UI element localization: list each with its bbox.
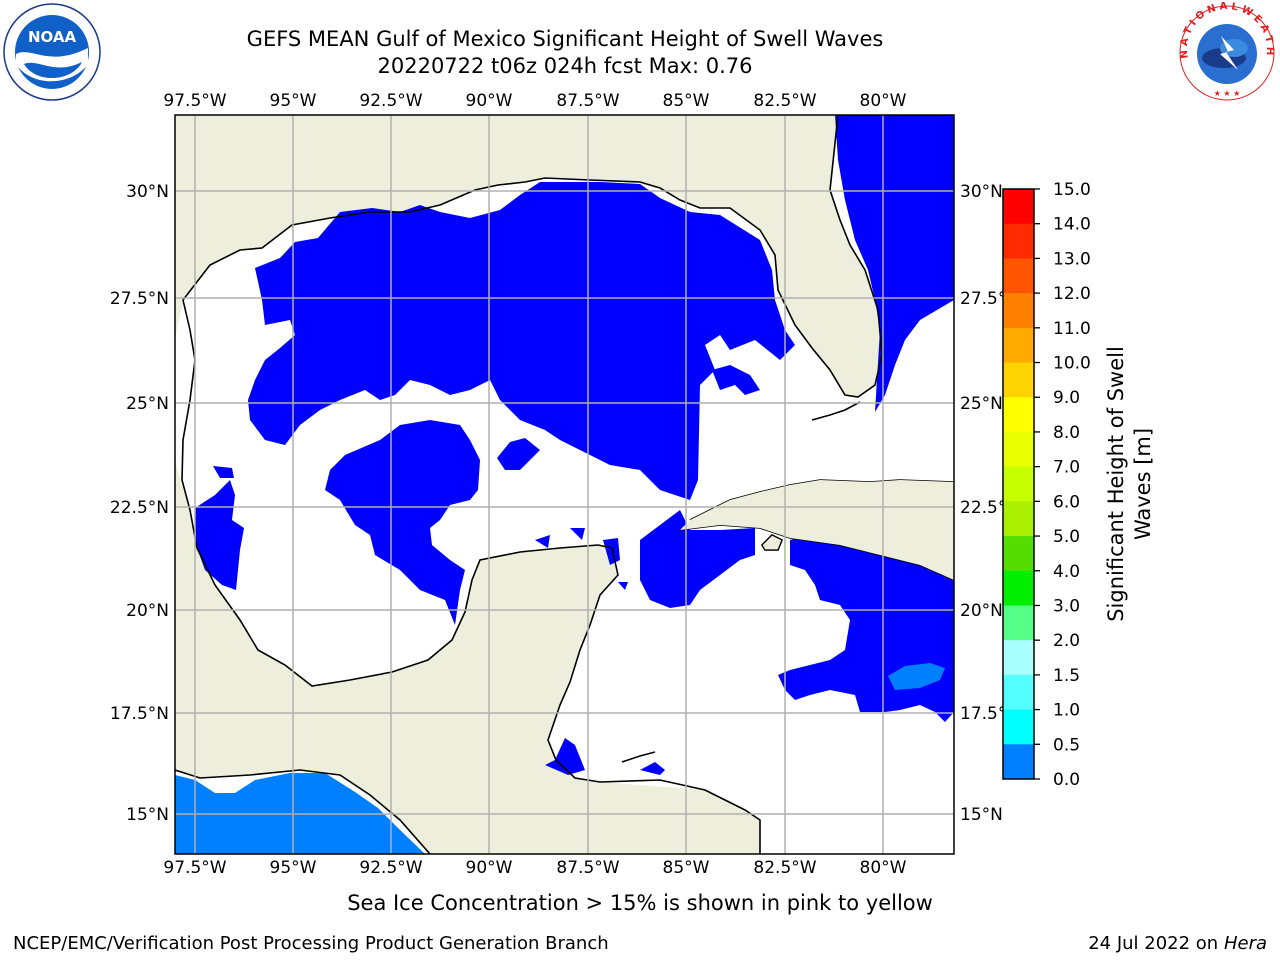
lat-label: 15°N <box>126 805 169 825</box>
colorbar-tick-label: 7.0 <box>1053 458 1080 478</box>
chart-subtitle: 20220722 t06z 024h fcst Max: 0.76 <box>377 54 753 78</box>
colorbar-tick-label: 3.0 <box>1053 596 1080 616</box>
lon-label: 90°W <box>466 858 513 878</box>
lat-label: 15°N <box>960 805 1003 825</box>
chart-title: GEFS MEAN Gulf of Mexico Significant Hei… <box>246 27 884 51</box>
colorbar-segment <box>1003 189 1034 225</box>
colorbar-tick-label: 11.0 <box>1053 319 1091 339</box>
colorbar-segment <box>1003 431 1034 468</box>
lon-label: 90°W <box>466 91 513 111</box>
colorbar-segment <box>1003 293 1034 329</box>
svg-text:★ ★ ★: ★ ★ ★ <box>1214 89 1241 98</box>
lon-label: 87.5°W <box>556 91 619 111</box>
lat-label: 17.5°N <box>110 704 169 724</box>
lon-labels-bottom: 97.5°W 95°W 92.5°W 90°W 87.5°W 85°W 82.5… <box>163 858 906 878</box>
colorbar-segment <box>1003 536 1034 572</box>
colorbar-tick-label: 1.5 <box>1053 666 1080 686</box>
colorbar <box>1003 189 1034 780</box>
producer-credit: NCEP/EMC/Verification Post Processing Pr… <box>13 933 609 954</box>
colorbar-segment <box>1003 744 1034 780</box>
lat-labels-left: 30°N 27.5°N 25°N 22.5°N 20°N 17.5°N 15°N <box>110 182 169 825</box>
colorbar-segment <box>1003 327 1034 364</box>
colorbar-tick-label: 5.0 <box>1053 527 1080 547</box>
isle-of-youth <box>761 534 783 551</box>
colorbar-label-line2: Waves [m] <box>1131 428 1155 540</box>
colorbar-segment <box>1003 362 1034 398</box>
lon-label: 92.5°W <box>359 858 422 878</box>
colorbar-tick-label: 13.0 <box>1053 249 1091 269</box>
noaa-logo: NOAA <box>3 3 101 101</box>
colorbar-tick-label: 8.0 <box>1053 423 1080 443</box>
colorbar-tick-label: 15.0 <box>1053 180 1091 200</box>
lon-label: 92.5°W <box>359 91 422 111</box>
colorbar-tick-label: 14.0 <box>1053 215 1091 235</box>
svg-text:NOAA: NOAA <box>28 28 77 46</box>
lat-label: 25°N <box>960 394 1003 414</box>
lon-label: 95°W <box>270 91 317 111</box>
sea-ice-note: Sea Ice Concentration > 15% is shown in … <box>347 891 933 915</box>
colorbar-label-line1: Significant Height of Swell <box>1104 346 1128 622</box>
colorbar-segment <box>1003 709 1034 745</box>
lat-label: 30°N <box>126 182 169 202</box>
colorbar-segment <box>1003 570 1034 606</box>
lon-label: 85°W <box>663 858 710 878</box>
lon-label: 82.5°W <box>753 858 816 878</box>
lon-label: 85°W <box>663 91 710 111</box>
colorbar-segment <box>1003 640 1034 676</box>
colorbar-frame <box>1002 188 1035 780</box>
colorbar-tick-label: 1.0 <box>1053 701 1080 721</box>
lat-label: 27.5°N <box>110 289 169 309</box>
lat-label: 25°N <box>126 394 169 414</box>
lon-label: 97.5°W <box>163 91 226 111</box>
lat-label: 30°N <box>960 182 1003 202</box>
colorbar-segment <box>1003 258 1034 294</box>
graticule <box>175 115 954 854</box>
colorbar-tick-label: 4.0 <box>1053 562 1080 582</box>
lon-label: 87.5°W <box>556 858 619 878</box>
lat-label: 22.5°N <box>110 498 169 518</box>
lon-label: 80°W <box>860 91 907 111</box>
lat-label: 20°N <box>126 601 169 621</box>
colorbar-segment <box>1003 466 1034 502</box>
cuba-land <box>680 480 954 580</box>
lon-label: 97.5°W <box>163 858 226 878</box>
lon-labels-top: 97.5°W 95°W 92.5°W 90°W 87.5°W 85°W 82.5… <box>163 91 906 111</box>
colorbar-tick-label: 0.0 <box>1053 770 1080 790</box>
colorbar-tick-label: 12.0 <box>1053 284 1091 304</box>
colorbar-tick-label: 6.0 <box>1053 492 1080 512</box>
lon-label: 95°W <box>270 858 317 878</box>
lon-label: 82.5°W <box>753 91 816 111</box>
colorbar-tick-label: 0.5 <box>1053 735 1080 755</box>
lon-label: 80°W <box>860 858 907 878</box>
colorbar-segment <box>1003 223 1034 259</box>
generation-date: 24 Jul 2022 on Hera <box>1088 933 1267 954</box>
colorbar-segment <box>1003 501 1034 537</box>
map-frame <box>174 114 955 855</box>
colorbar-tick-label: 10.0 <box>1053 354 1091 374</box>
colorbar-ticks: 15.0 14.0 13.0 12.0 11.0 10.0 9.0 8.0 7.0 6.0 5.0 4… <box>1034 180 1091 790</box>
colorbar-tick-label: 9.0 <box>1053 388 1080 408</box>
colorbar-tick-label: 2.0 <box>1053 631 1080 651</box>
colorbar-segment <box>1003 605 1034 641</box>
nws-logo: N A T I O N A L W E A T H E R S E R V I … <box>1176 2 1276 102</box>
colorbar-segment <box>1003 397 1034 433</box>
colorbar-segment <box>1003 674 1034 711</box>
lat-label: 20°N <box>960 601 1003 621</box>
